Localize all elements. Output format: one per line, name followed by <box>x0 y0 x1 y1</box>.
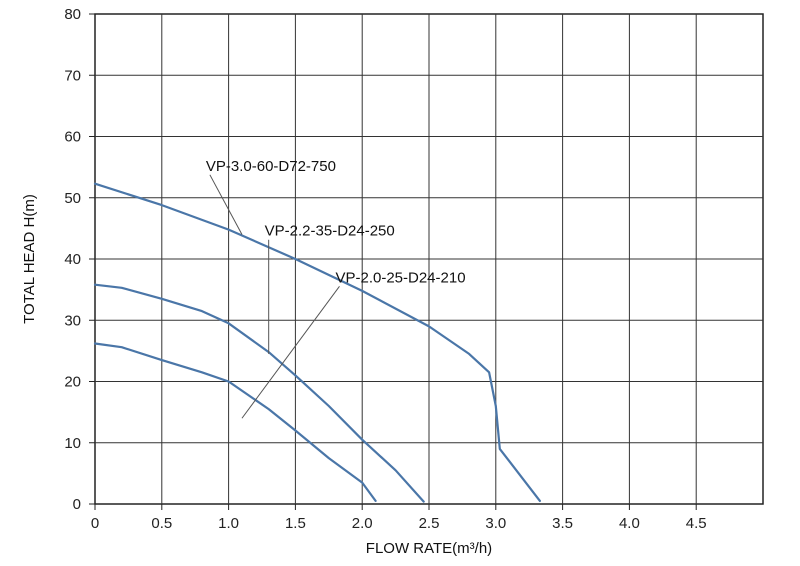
x-tick-label: 2.0 <box>352 515 373 532</box>
y-tick-label: 70 <box>64 67 81 84</box>
curve-series-3 <box>93 342 377 502</box>
callouts: VP-3.0-60-D72-750 VP-2.2-35-D24-250 VP-2.0… <box>206 158 466 419</box>
x-tick-label: 0.5 <box>151 515 172 532</box>
y-tick-label: 0 <box>73 496 81 513</box>
y-tick-label: 30 <box>64 312 81 329</box>
y-tick-label: 60 <box>64 129 81 146</box>
curve-label-2: VP-2.2-35-D24-250 <box>265 223 395 240</box>
callout-leader-line <box>241 285 340 419</box>
x-tick-label: 4.5 <box>686 515 707 532</box>
y-tick-label: 10 <box>64 435 81 452</box>
curve-label-1: VP-3.0-60-D72-750 <box>206 158 336 175</box>
y-tick-label: 80 <box>64 6 81 23</box>
x-tick-label: 0 <box>91 515 99 532</box>
x-tick-label: 1.5 <box>285 515 306 532</box>
x-tick-label: 3.0 <box>485 515 506 532</box>
x-tick-label: 4.0 <box>619 515 640 532</box>
x-tick-label: 3.5 <box>552 515 573 532</box>
y-axis-title: TOTAL HEAD H(m) <box>21 194 38 324</box>
x-axis-title: FLOW RATE(m³/h) <box>366 540 492 557</box>
callout-leader-line <box>209 174 243 235</box>
y-tick-label: 50 <box>64 190 81 207</box>
x-tick-label: 1.0 <box>218 515 239 532</box>
curve-label-3: VP-2.0-25-D24-210 <box>335 269 465 286</box>
x-tick-label: 2.5 <box>419 515 440 532</box>
y-tick-label: 40 <box>64 251 81 268</box>
y-axis-ticks: 0 10 20 30 40 50 60 70 80 <box>64 6 95 513</box>
x-axis-ticks: 0 0.5 1.0 1.5 2.0 2.5 3.0 3.5 4.0 4.5 <box>91 504 707 532</box>
y-tick-label: 20 <box>64 374 81 391</box>
grid-lines <box>95 14 763 504</box>
curve-series-1 <box>93 182 541 502</box>
